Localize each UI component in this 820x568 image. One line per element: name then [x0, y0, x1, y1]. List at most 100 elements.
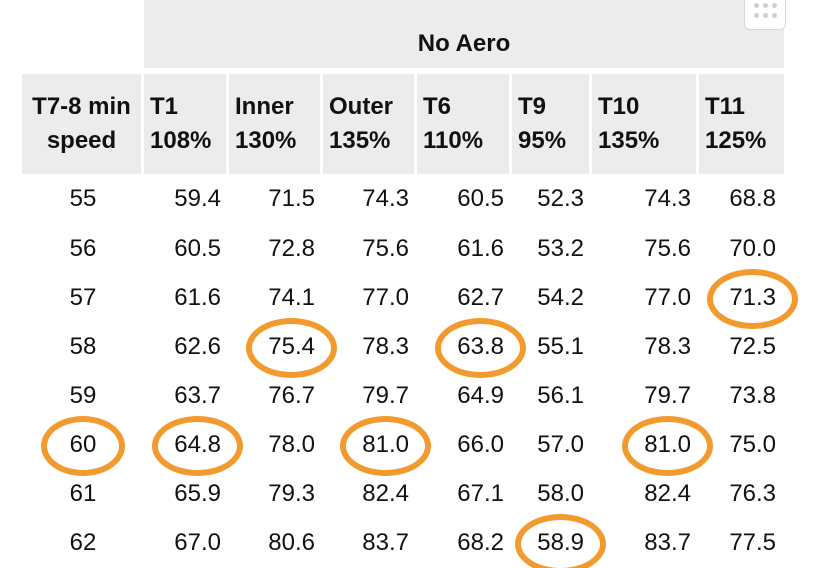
cell-value: 59 [69, 381, 97, 409]
aero-speed-table: No Aero T7-8 min speed T1 108% Inner 130… [22, 0, 799, 568]
speed-cell: 58 [22, 322, 144, 371]
column-header-t6: T6 110% [417, 74, 512, 174]
value-cell: 62.6 [144, 322, 229, 371]
value-cell: 74.3 [592, 174, 699, 224]
cell-value: 79.7 [644, 381, 691, 409]
speed-cell: 62 [22, 518, 144, 567]
cell-value: 72.5 [729, 332, 777, 360]
cell-value: 60 [41, 415, 126, 476]
cell-value: 77.0 [644, 283, 691, 311]
group-header-no-aero: No Aero [144, 0, 785, 68]
cell-value: 77.0 [362, 283, 409, 311]
cell-value: 61.6 [174, 283, 221, 311]
value-cell: 60.5 [417, 174, 512, 224]
value-cell: 68.2 [417, 518, 512, 567]
aero-speed-table-wrapper: No Aero T7-8 min speed T1 108% Inner 130… [22, 0, 799, 568]
column-header-t11: T11 125% [699, 74, 785, 174]
value-cell: 74.1 [229, 273, 323, 322]
cell-value: 68.8 [729, 185, 777, 212]
cell-value: 62.7 [457, 283, 504, 311]
cell-value: 57.0 [537, 430, 584, 458]
value-cell: 68.8 [699, 174, 784, 224]
value-cell: 82.4 [323, 469, 417, 518]
cell-value: 58.0 [537, 479, 584, 507]
value-cell: 58.9 [512, 513, 607, 568]
value-cell: 71.3 [699, 268, 799, 329]
value-cell: 53.2 [512, 224, 592, 273]
cell-value: 55 [69, 185, 97, 212]
value-cell: 74.3 [323, 174, 417, 224]
value-cell: 59.4 [144, 174, 229, 224]
cell-value: 61.6 [457, 234, 504, 262]
cell-value: 57 [69, 283, 97, 311]
value-cell: 57.0 [512, 420, 592, 469]
value-cell: 61.6 [417, 224, 512, 273]
value-cell: 67.0 [144, 518, 229, 567]
cell-value: 75.4 [246, 317, 338, 378]
cell-value: 63.7 [174, 381, 221, 409]
value-cell: 78.3 [592, 322, 699, 371]
cell-value: 77.5 [729, 528, 777, 556]
table-row: 55 59.4 71.5 74.3 60.5 52.3 74.3 68.8 [22, 174, 784, 224]
cell-value: 72.8 [268, 234, 315, 262]
cell-value: 83.7 [362, 528, 409, 556]
cell-value: 81.0 [340, 415, 432, 476]
cell-value: 79.7 [362, 381, 409, 409]
value-cell: 72.5 [699, 322, 784, 371]
cell-value: 73.8 [729, 381, 777, 409]
value-cell: 78.3 [323, 322, 417, 371]
column-header-row: T7-8 min speed T1 108% Inner 130% Outer … [22, 74, 785, 174]
value-cell: 61.6 [144, 273, 229, 322]
cell-value: 58.9 [515, 513, 607, 568]
value-cell: 54.2 [512, 273, 592, 322]
value-cell: 79.7 [323, 371, 417, 420]
value-cell: 79.3 [229, 469, 323, 518]
value-cell: 56.1 [512, 371, 592, 420]
table-row: 59 63.7 76.7 79.7 64.9 56.1 79.7 73.8 [22, 371, 784, 420]
cell-value: 81.0 [622, 415, 714, 476]
highlight-circle [41, 415, 126, 476]
drag-handle-button[interactable] [744, 0, 786, 30]
value-cell: 77.0 [323, 273, 417, 322]
cell-value: 71.3 [707, 268, 799, 329]
cell-value: 60.5 [457, 185, 504, 212]
table-row: 57 61.6 74.1 77.0 62.7 54.2 77.0 71.3 [22, 268, 799, 329]
value-cell: 67.1 [417, 469, 512, 518]
value-cell: 76.3 [699, 469, 784, 518]
cell-value: 74.1 [268, 283, 315, 311]
cell-value: 59.4 [174, 185, 221, 212]
cell-value: 68.2 [457, 528, 504, 556]
value-cell: 75.6 [592, 224, 699, 273]
value-cell: 63.8 [417, 317, 527, 378]
column-header-t9: T9 95% [512, 74, 592, 174]
value-cell: 66.0 [417, 420, 512, 469]
table-row: 58 62.6 75.4 78.3 63.8 55.1 78.3 72.5 [22, 317, 784, 378]
cell-value: 66.0 [457, 430, 504, 458]
cell-value: 78.0 [268, 430, 315, 458]
cell-value: 75.6 [362, 234, 409, 262]
cell-value: 82.4 [644, 479, 691, 507]
value-cell: 75.4 [229, 317, 338, 378]
cell-value: 74.3 [362, 185, 409, 212]
cell-value: 82.4 [362, 479, 409, 507]
speed-cell: 61 [22, 469, 144, 518]
cell-value: 76.3 [729, 479, 777, 507]
cell-value: 64.8 [152, 415, 244, 476]
cell-value: 55.1 [537, 332, 584, 360]
cell-value: 56.1 [537, 381, 584, 409]
value-cell: 76.7 [229, 371, 323, 420]
speed-cell: 55 [22, 174, 144, 224]
highlight-circle [707, 268, 799, 329]
cell-value: 78.3 [362, 332, 409, 360]
table-body: 55 59.4 71.5 74.3 60.5 52.3 74.3 68.8 56 60.5 72.8… [22, 174, 799, 568]
cell-value: 63.8 [435, 317, 527, 378]
value-cell: 71.5 [229, 174, 323, 224]
column-header-outer: Outer 135% [323, 74, 417, 174]
cell-value: 62 [69, 528, 97, 556]
value-cell: 75.6 [323, 224, 417, 273]
column-header-t10: T10 135% [592, 74, 699, 174]
value-cell: 65.9 [144, 469, 229, 518]
value-cell: 55.1 [512, 322, 592, 371]
table-row: 62 67.0 80.6 83.7 68.2 58.9 83.7 77.5 [22, 513, 784, 568]
cell-value: 58 [69, 332, 97, 360]
